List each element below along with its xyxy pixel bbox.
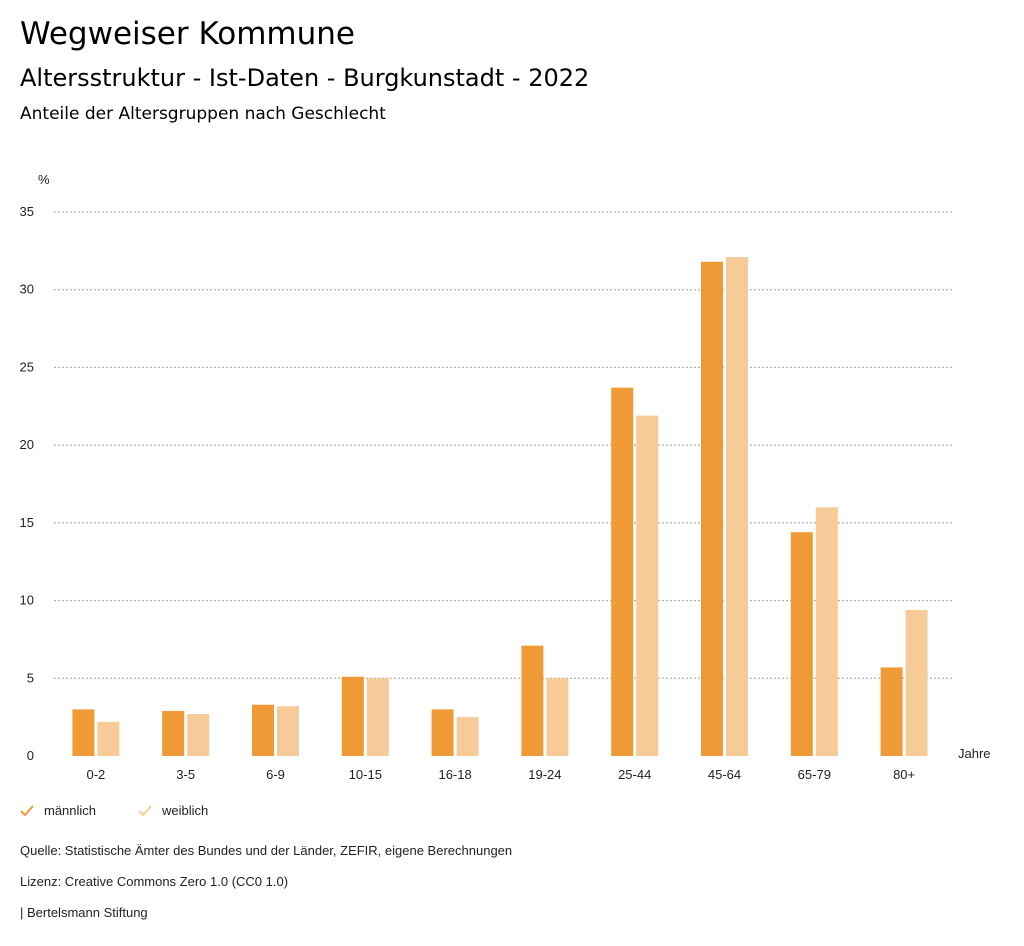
x-tick-label: 19-24 (528, 767, 561, 782)
bar-female (456, 717, 479, 756)
x-axis-label: Jahre (958, 746, 991, 761)
bar-male (701, 261, 723, 756)
bar-male (880, 667, 903, 756)
y-tick-label: 35 (20, 204, 34, 219)
x-tick-label: 6-9 (266, 767, 285, 782)
license-note: Lizenz: Creative Commons Zero 1.0 (CC0 1… (20, 874, 289, 889)
legend-item-female[interactable]: weiblich (138, 803, 208, 818)
x-tick-label: 3-5 (176, 767, 195, 782)
y-tick-label: 15 (20, 515, 34, 530)
x-tick-label: 65-79 (798, 767, 831, 782)
y-tick-label: 30 (20, 282, 34, 297)
bar-chart: 0 5 10 15 20 25 30 35% Jahre 0-2 3-5 6-9 10-15 16-18 1… (20, 172, 991, 782)
legend-item-male[interactable]: männlich (20, 803, 96, 818)
y-tick-label: 10 (20, 593, 34, 608)
page-subtitle: Altersstruktur - Ist-Daten - Burgkunstad… (20, 64, 590, 92)
y-tick-label: 20 (20, 437, 34, 452)
x-tick-label: 45-64 (708, 767, 741, 782)
y-tick-label: 5 (27, 670, 34, 685)
bar-female (187, 714, 210, 756)
source-note: Quelle: Statistische Ämter des Bundes un… (20, 843, 513, 858)
legend-label-female: weiblich (162, 803, 209, 818)
publisher-note: | Bertelsmann Stiftung (20, 905, 148, 920)
y-axis-label: % (38, 172, 50, 187)
bar-female (905, 609, 928, 756)
x-tick-label: 25-44 (618, 767, 651, 782)
bar-male (72, 709, 95, 756)
x-tick-label: 10-15 (349, 767, 382, 782)
checkmark-icon (138, 804, 152, 816)
bar-female (97, 721, 120, 756)
x-tick-label: 80+ (893, 767, 915, 782)
page-title: Wegweiser Kommune (20, 16, 355, 52)
bar-female (366, 678, 389, 756)
bar-male (521, 645, 544, 756)
bar-female (636, 415, 659, 756)
x-tick-label: 0-2 (87, 767, 106, 782)
bar-female (546, 678, 569, 756)
y-tick-label: 25 (20, 359, 34, 374)
bar-male (611, 387, 634, 756)
bar-male (162, 710, 185, 756)
bar-female (815, 507, 838, 756)
bar-female (726, 257, 748, 756)
legend-label-male: männlich (44, 803, 97, 818)
bar-male (790, 532, 813, 756)
y-tick-label: 0 (27, 748, 34, 763)
bar-male (252, 704, 274, 756)
bar-male (431, 709, 454, 756)
x-tick-label: 16-18 (438, 767, 471, 782)
checkmark-icon (20, 804, 34, 816)
bar-female (277, 706, 299, 756)
chart-title: Anteile der Altersgruppen nach Geschlech… (20, 104, 386, 124)
bar-male (341, 676, 364, 756)
